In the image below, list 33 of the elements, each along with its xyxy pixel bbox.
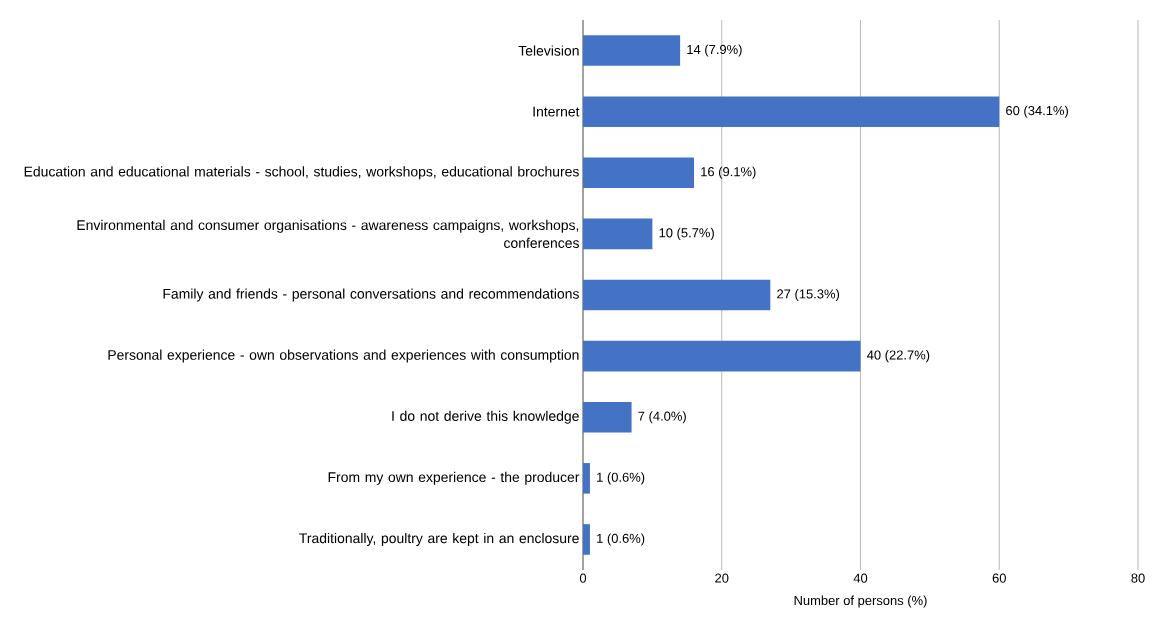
bar [583,463,590,494]
data-label: 14 (7.9%) [687,44,742,57]
y-tick-label: Personal experience - own observations and experiences with consumption [108,349,579,363]
data-label: 60 (34.1%) [1006,105,1068,118]
bar [583,157,694,189]
data-label: 40 (22.7%) [867,350,930,363]
y-tick-label: Internet [533,106,580,117]
y-tick-label: Traditionally, poultry are kept in an enclosure [299,532,579,546]
data-label: 1 (0.6%) [597,472,645,485]
data-label: 27 (15.3%) [777,288,840,302]
data-label: 16 (9.1%) [701,166,756,179]
y-tick-label: Environmental and consumer organisations - awareness campaigns, workshops, conferences [77,219,579,248]
bar [583,524,590,555]
bar [583,35,681,66]
x-tick-label: 80 [1131,573,1145,583]
x-axis-title: Number of persons (%) [794,595,927,608]
data-label: 7 (4.0%) [638,411,686,424]
y-tick-label: Family and friends - personal conversations and recommendations [163,288,579,302]
bar [583,279,771,311]
x-tick-label: 60 [992,573,1006,583]
bar [583,218,653,250]
bar [583,401,632,433]
bar [583,96,1000,127]
data-label: 10 (5.7%) [659,227,714,240]
y-tick-label: From my own experience - the producer [328,471,580,485]
bar [583,340,861,372]
data-label: 1 (0.6%) [597,533,645,546]
y-tick-label: Television [518,45,579,56]
x-tick-label: 40 [853,573,868,583]
y-tick-label: I do not derive this knowledge [392,410,579,424]
x-tick-label: 0 [579,573,587,583]
x-tick-label: 20 [715,573,729,583]
y-tick-label: Education and educational materials - school, studies, workshops, educational brochures [24,166,579,180]
